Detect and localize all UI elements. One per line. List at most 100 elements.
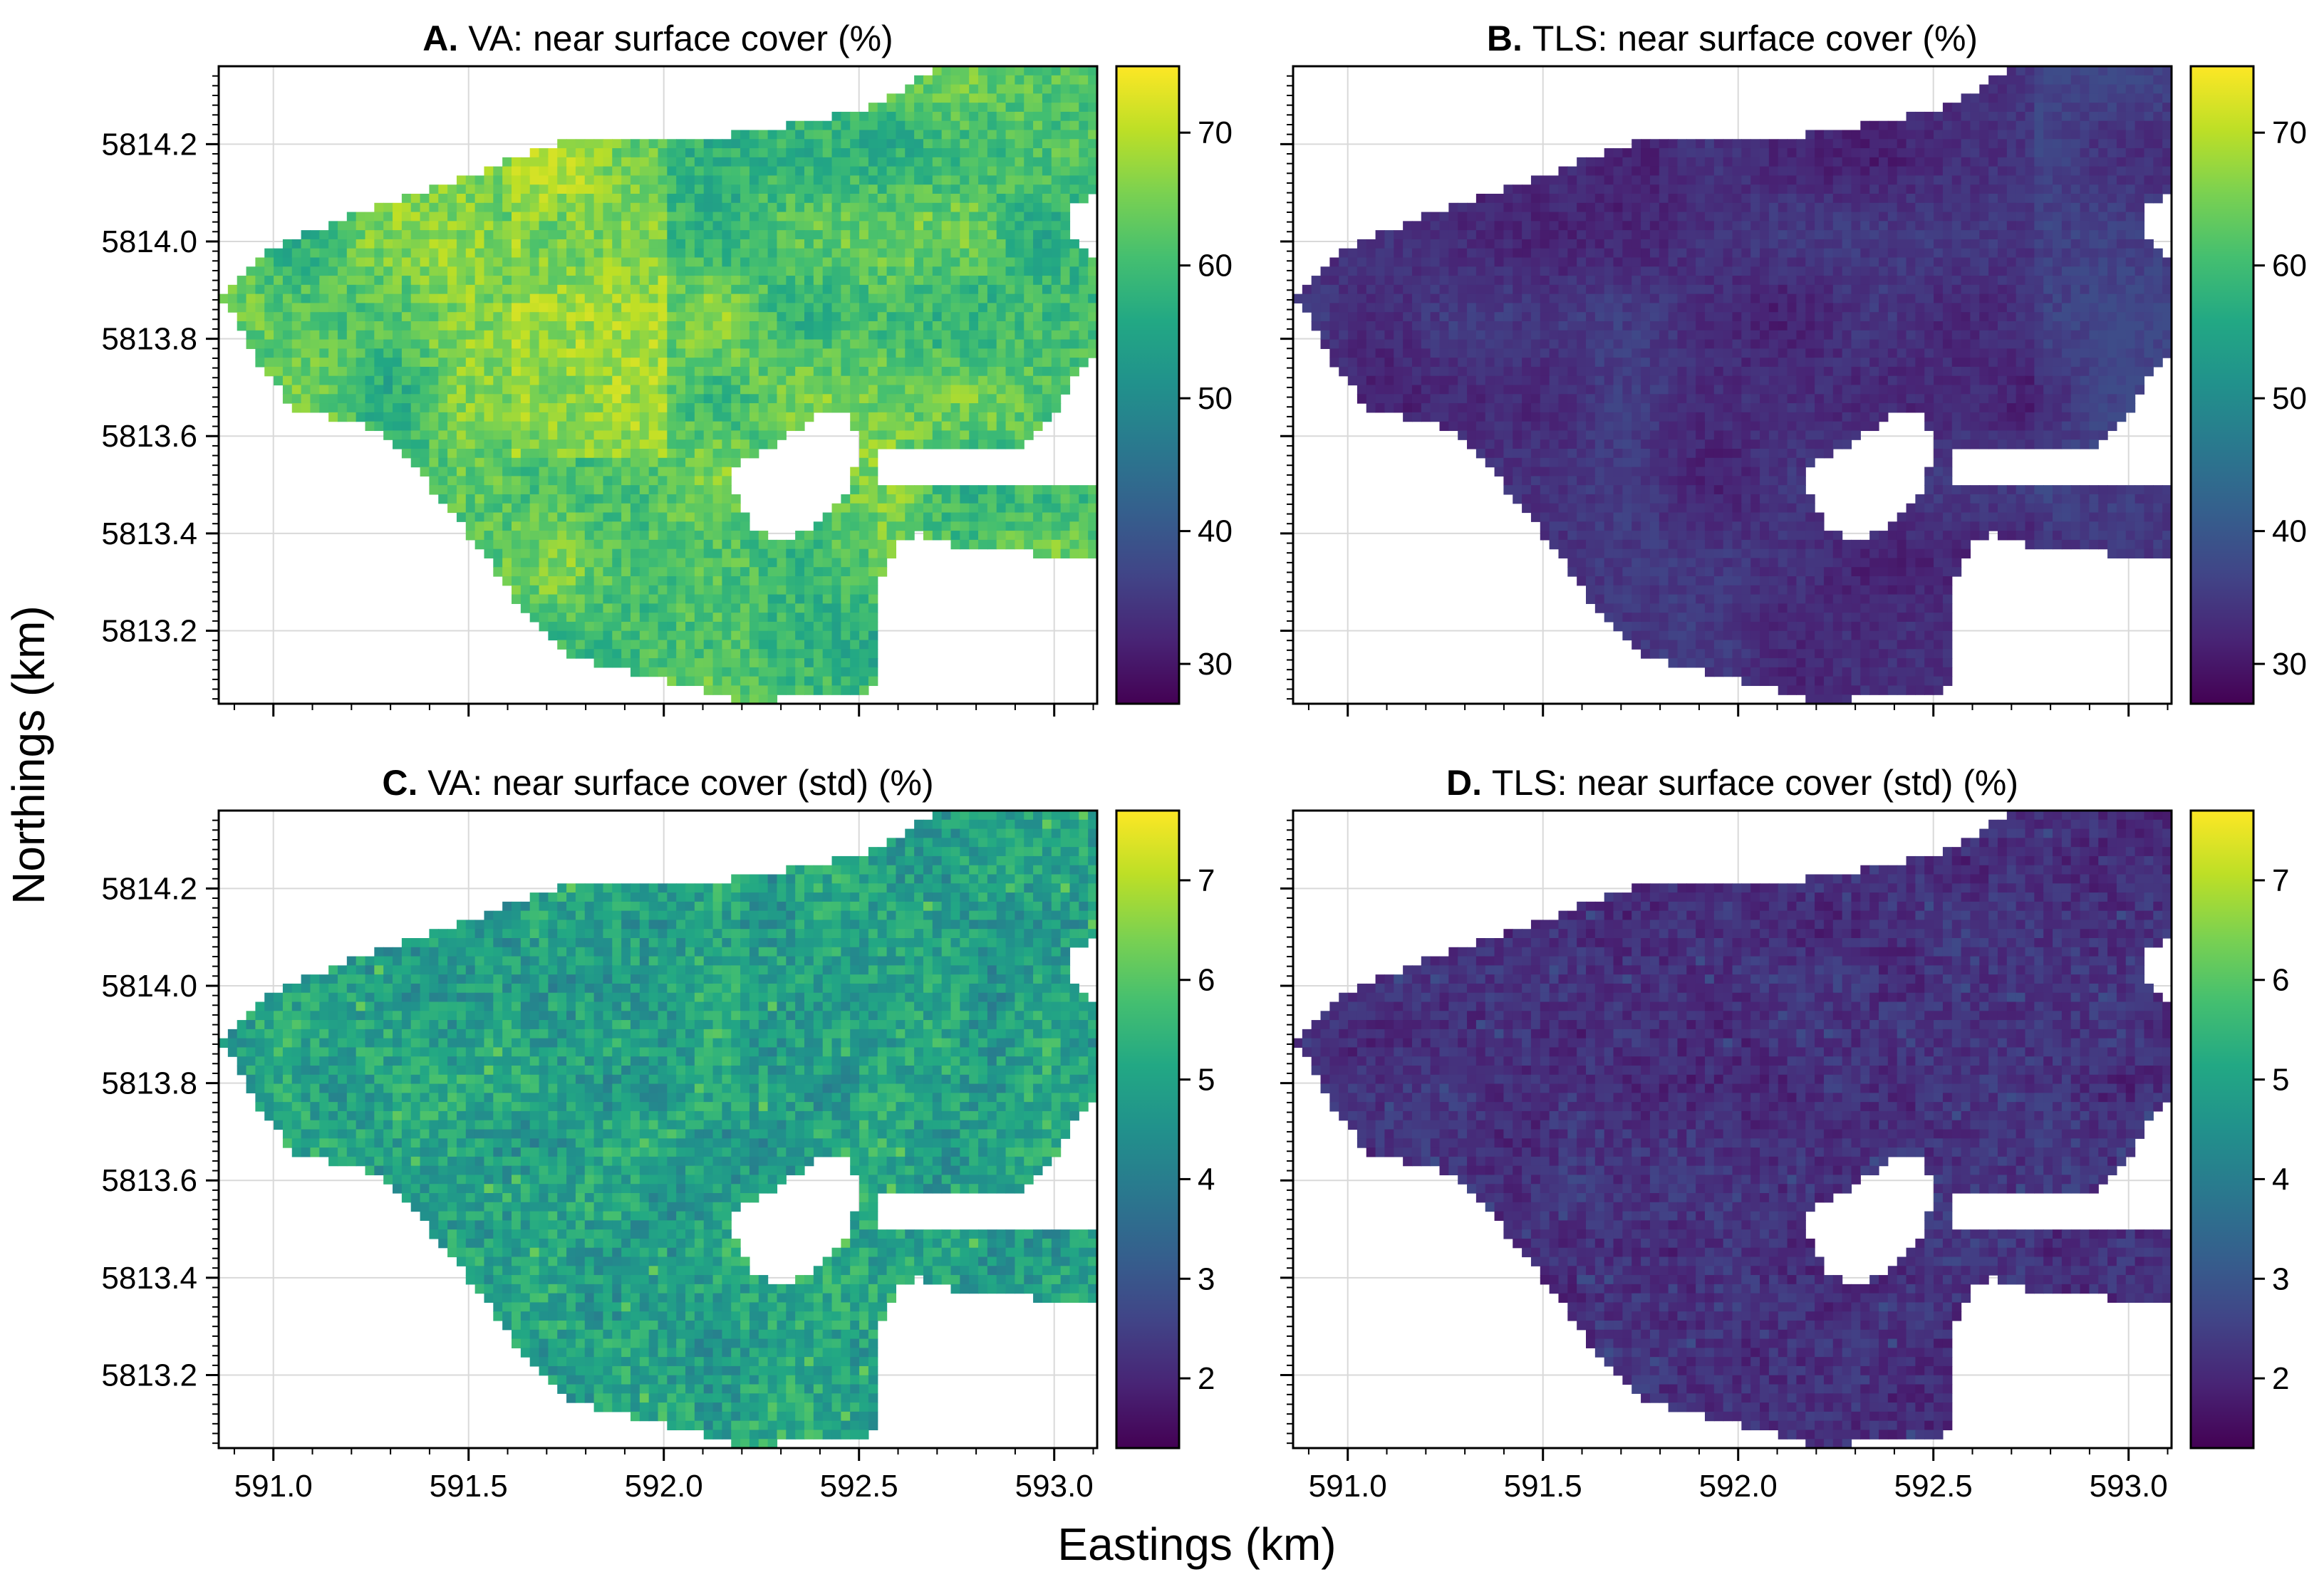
heatmap-cell [1051, 321, 1062, 331]
heatmap-cell [804, 630, 814, 641]
heatmap-cell [914, 485, 924, 495]
heatmap-cell [676, 649, 686, 659]
heatmap-cell [1796, 157, 1806, 167]
heatmap-cell [831, 276, 841, 286]
heatmap-cell [850, 239, 860, 249]
heatmap-cell [1024, 512, 1034, 522]
heatmap-cell [685, 394, 695, 404]
heatmap-cell [648, 567, 659, 577]
heatmap-cell [1641, 157, 1651, 167]
heatmap-cell [1015, 230, 1024, 240]
heatmap-cell [1860, 166, 1870, 177]
heatmap-cell [1079, 284, 1089, 295]
heatmap-cell [950, 175, 960, 185]
heatmap-cell [328, 303, 338, 313]
heatmap-cell [667, 576, 677, 586]
heatmap-cell [301, 358, 311, 368]
heatmap-cell [310, 403, 320, 413]
heatmap-cell [694, 594, 705, 604]
heatmap-cell [1696, 184, 1706, 194]
heatmap-cell [1586, 166, 1596, 177]
heatmap-cell [447, 276, 457, 286]
heatmap-cell [474, 212, 485, 222]
heatmap-cell [410, 412, 421, 422]
heatmap-cell [328, 248, 338, 259]
heatmap-cell [512, 303, 522, 313]
heatmap-cell [557, 521, 567, 531]
heatmap-cell [831, 585, 841, 595]
heatmap-cell [749, 321, 759, 331]
heatmap-cell [822, 621, 833, 632]
heatmap-cell [1051, 103, 1062, 113]
heatmap-cell [932, 512, 943, 522]
heatmap-cell [1961, 111, 1971, 122]
heatmap-cell [1668, 194, 1679, 204]
heatmap-cell [612, 439, 622, 449]
heatmap-cell [584, 358, 595, 368]
heatmap-cell [337, 348, 348, 358]
heatmap-cell [676, 667, 686, 677]
heatmap-cell [877, 412, 888, 422]
heatmap-cell [264, 358, 274, 368]
heatmap-cell [859, 594, 869, 604]
heatmap-cell [969, 248, 979, 259]
heatmap-cell [987, 202, 997, 213]
heatmap-cell [429, 212, 439, 222]
heatmap-cell [539, 512, 549, 522]
heatmap-cell [1659, 157, 1669, 167]
heatmap-cell [1979, 139, 1989, 149]
heatmap-cell [2144, 130, 2154, 140]
heatmap-cell [685, 212, 695, 222]
heatmap-cell [813, 521, 824, 531]
heatmap-cell [274, 293, 284, 304]
heatmap-cell [868, 284, 878, 295]
heatmap-cell [877, 212, 888, 222]
heatmap-cell [493, 230, 503, 240]
heatmap-cell [374, 348, 384, 358]
heatmap-cell [978, 221, 988, 231]
heatmap-cell [914, 276, 924, 286]
heatmap-cell [877, 521, 888, 531]
heatmap-cell [1005, 375, 1015, 386]
heatmap-cell [767, 348, 778, 358]
heatmap-cell [648, 339, 659, 349]
heatmap-cell [795, 603, 805, 613]
heatmap-cell [914, 348, 924, 358]
heatmap-cell [282, 248, 293, 259]
heatmap-cell [777, 667, 787, 677]
heatmap-cell [1024, 321, 1034, 331]
heatmap-cell [1997, 75, 2008, 85]
heatmap-cell [786, 585, 796, 595]
heatmap-cell [548, 184, 558, 194]
heatmap-cell [1906, 148, 1916, 158]
heatmap-cell [950, 139, 960, 149]
heatmap-cell [566, 467, 576, 477]
heatmap-cell [291, 339, 302, 349]
heatmap-cell [749, 548, 759, 559]
heatmap-cell [420, 230, 430, 240]
heatmap-cell [1024, 148, 1034, 158]
heatmap-cell [960, 421, 970, 432]
heatmap-cell [520, 531, 531, 541]
heatmap-cell [255, 293, 265, 304]
heatmap-cell [1079, 130, 1089, 140]
heatmap-cell [831, 539, 841, 550]
heatmap-cell [932, 139, 943, 149]
heatmap-cell [960, 403, 970, 413]
heatmap-cell [777, 312, 787, 322]
heatmap-cell [346, 230, 357, 240]
heatmap-cell [2016, 103, 2026, 113]
heatmap-cell [1024, 412, 1034, 422]
heatmap-cell [960, 521, 970, 531]
heatmap-cell [2043, 75, 2053, 85]
heatmap-cell [822, 148, 833, 158]
heatmap-cell [374, 366, 384, 377]
heatmap-cell [1594, 194, 1605, 204]
heatmap-cell [639, 221, 650, 231]
heatmap-cell [2080, 103, 2090, 113]
heatmap-cell [575, 567, 586, 577]
heatmap-cell [603, 430, 613, 440]
heatmap-cell [740, 248, 750, 259]
heatmap-cell [374, 230, 384, 240]
heatmap-cell [612, 303, 622, 313]
